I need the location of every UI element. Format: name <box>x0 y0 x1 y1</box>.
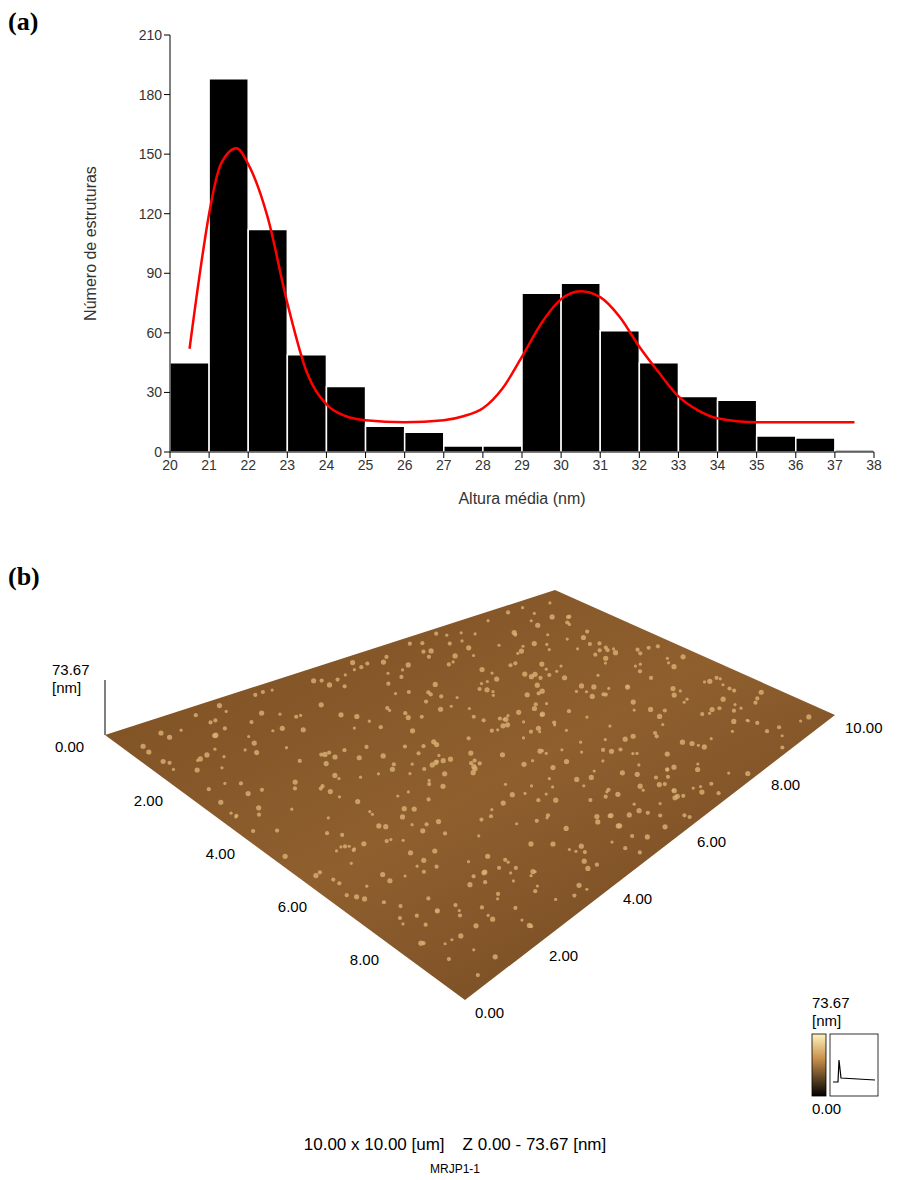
svg-text:2.00: 2.00 <box>549 947 578 964</box>
svg-text:Número de estruturas: Número de estruturas <box>82 166 99 321</box>
svg-text:32: 32 <box>632 457 648 473</box>
svg-text:38: 38 <box>866 457 882 473</box>
svg-text:4.00: 4.00 <box>206 845 235 862</box>
svg-text:(b): (b) <box>8 562 40 591</box>
svg-text:4.00: 4.00 <box>623 890 652 907</box>
svg-text:10.00 x 10.00 [um]Z 0.00 -: 10.00 x 10.00 [um]Z 0.00 - 73.67 [nm] <box>304 1135 606 1154</box>
svg-text:0.00: 0.00 <box>812 1100 841 1117</box>
svg-text:6.00: 6.00 <box>278 898 307 915</box>
svg-text:22: 22 <box>240 457 256 473</box>
svg-text:26: 26 <box>397 457 413 473</box>
svg-text:24: 24 <box>319 457 335 473</box>
svg-text:29: 29 <box>514 457 530 473</box>
svg-text:8.00: 8.00 <box>771 776 800 793</box>
svg-text:23: 23 <box>280 457 296 473</box>
svg-text:MRJP1-1: MRJP1-1 <box>430 1162 480 1176</box>
svg-text:36: 36 <box>788 457 804 473</box>
svg-text:73.67: 73.67 <box>812 994 850 1011</box>
svg-text:[nm]: [nm] <box>52 679 81 696</box>
svg-text:180: 180 <box>139 87 163 103</box>
svg-text:25: 25 <box>358 457 374 473</box>
svg-text:10.00: 10.00 <box>845 719 883 736</box>
svg-text:30: 30 <box>146 384 162 400</box>
svg-text:150: 150 <box>139 146 163 162</box>
svg-text:8.00: 8.00 <box>350 951 379 968</box>
svg-text:37: 37 <box>827 457 843 473</box>
svg-text:210: 210 <box>139 27 163 43</box>
svg-text:(a): (a) <box>8 7 38 36</box>
svg-text:27: 27 <box>436 457 452 473</box>
svg-text:31: 31 <box>592 457 608 473</box>
svg-text:28: 28 <box>475 457 491 473</box>
svg-text:6.00: 6.00 <box>697 833 726 850</box>
svg-text:30: 30 <box>553 457 569 473</box>
svg-text:34: 34 <box>710 457 726 473</box>
svg-text:21: 21 <box>201 457 217 473</box>
svg-text:0.00: 0.00 <box>55 738 84 755</box>
svg-text:Altura média (nm): Altura média (nm) <box>458 490 585 507</box>
svg-text:35: 35 <box>749 457 765 473</box>
svg-text:20: 20 <box>162 457 178 473</box>
svg-text:120: 120 <box>139 206 163 222</box>
svg-text:[nm]: [nm] <box>812 1012 841 1029</box>
svg-text:0: 0 <box>154 444 162 460</box>
svg-text:33: 33 <box>671 457 687 473</box>
svg-text:2.00: 2.00 <box>134 792 163 809</box>
svg-text:0.00: 0.00 <box>475 1004 504 1021</box>
svg-text:60: 60 <box>146 325 162 341</box>
svg-text:90: 90 <box>146 265 162 281</box>
svg-text:73.67: 73.67 <box>52 661 90 678</box>
